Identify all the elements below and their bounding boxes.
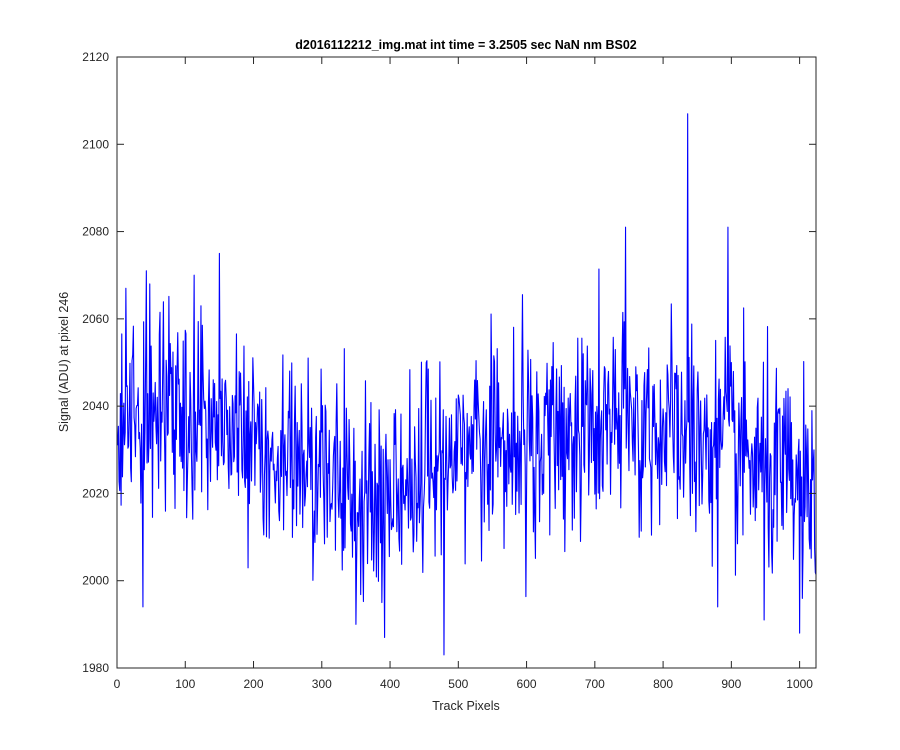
x-axis: 0 100 200 300 400 500 600 700 800 900 1000 xyxy=(114,57,813,691)
x-tick-label: 500 xyxy=(448,677,468,691)
x-tick-label: 300 xyxy=(312,677,332,691)
x-tick-label: 1000 xyxy=(786,677,813,691)
y-axis-label: Signal (ADU) at pixel 246 xyxy=(57,292,71,432)
y-axis: 1980 2000 2020 2040 2060 2080 2100 2120 xyxy=(82,50,816,675)
y-tick-label: 1980 xyxy=(82,661,109,675)
x-tick-label: 0 xyxy=(114,677,121,691)
y-tick-label: 2020 xyxy=(82,486,109,500)
x-tick-label: 600 xyxy=(517,677,537,691)
y-tick-label: 2120 xyxy=(82,50,109,64)
plot-background xyxy=(117,57,816,668)
x-tick-label: 200 xyxy=(244,677,264,691)
y-tick-label: 2100 xyxy=(82,137,109,151)
x-axis-label: Track Pixels xyxy=(432,699,500,713)
series-layer xyxy=(117,113,817,656)
y-tick-label: 2060 xyxy=(82,312,109,326)
y-tick-label: 2040 xyxy=(82,399,109,413)
x-tick-label: 900 xyxy=(721,677,741,691)
y-tick-label: 2080 xyxy=(82,225,109,239)
series-line xyxy=(117,113,817,656)
chart-title: d2016112212_img.mat int time = 3.2505 se… xyxy=(295,38,637,52)
y-tick-label: 2000 xyxy=(82,574,109,588)
x-tick-label: 400 xyxy=(380,677,400,691)
x-tick-label: 100 xyxy=(175,677,195,691)
x-tick-label: 800 xyxy=(653,677,673,691)
plot-frame xyxy=(116,56,817,669)
x-tick-label: 700 xyxy=(585,677,605,691)
